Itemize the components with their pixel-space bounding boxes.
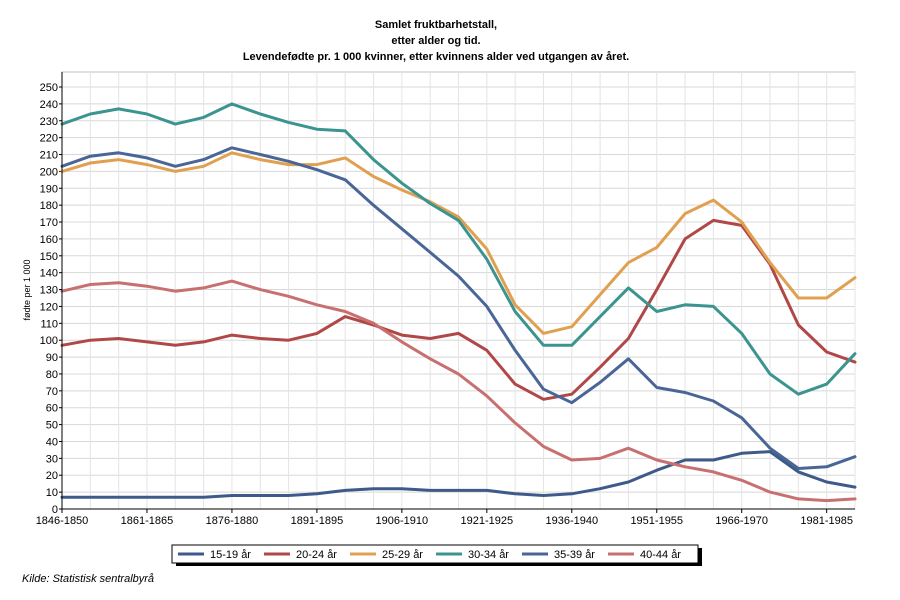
y-tick-label: 210 xyxy=(40,150,58,162)
legend-label: 15-19 år xyxy=(210,549,251,561)
series-lines xyxy=(60,102,857,503)
y-tick-label: 40 xyxy=(46,436,58,448)
series-line-0 xyxy=(60,450,857,499)
x-tick-label: 1936-1940 xyxy=(545,515,598,527)
y-tick-label: 50 xyxy=(46,420,58,432)
x-tick-label: 1981-1985 xyxy=(800,515,853,527)
y-tick-label: 150 xyxy=(40,251,58,263)
y-tick-label: 10 xyxy=(46,487,58,499)
y-tick-label: 20 xyxy=(46,470,58,482)
y-tick-label: 30 xyxy=(46,453,58,465)
legend-label: 25-29 år xyxy=(382,549,423,561)
legend-label: 40-44 år xyxy=(640,549,681,561)
y-tick-label: 200 xyxy=(40,166,58,178)
gridlines xyxy=(61,72,856,509)
series-line-4 xyxy=(60,146,857,470)
y-tick-label: 110 xyxy=(40,318,58,330)
legend: 15-19 år 20-24 år 25-29 år 30-34 år 35-39 år… xyxy=(171,544,702,566)
y-tick-label: 180 xyxy=(40,200,58,212)
series-line-1 xyxy=(60,218,857,401)
series-line-5 xyxy=(60,279,857,503)
y-tick-label: 120 xyxy=(40,301,58,313)
x-tick-label: 1891-1895 xyxy=(291,515,344,527)
y-tick-label: 60 xyxy=(46,403,58,415)
y-tick-label: 80 xyxy=(46,369,58,381)
series-line-3 xyxy=(60,102,857,396)
chart-title-line-3: Levendefødte pr. 1 000 kvinner, etter kv… xyxy=(243,51,629,63)
y-tick-label: 160 xyxy=(40,234,58,246)
x-tick-label: 1966-1970 xyxy=(715,515,768,527)
y-tick-label: 240 xyxy=(40,99,58,111)
legend-box xyxy=(171,544,699,564)
chart-title-line-2: etter alder og tid. xyxy=(391,35,480,47)
y-axis-label: fødte per 1 000 xyxy=(22,259,32,320)
y-tick-label: 230 xyxy=(40,116,58,128)
y-tick-label: 70 xyxy=(46,386,58,398)
legend-label: 30-34 år xyxy=(468,549,509,561)
x-tick-label: 1846-1850 xyxy=(36,515,89,527)
y-axis-ticks: 0 10 20 30 40 50 60 70 80 90 100 110 120 130 140 150 160… xyxy=(40,82,62,516)
series-line-2 xyxy=(60,151,857,335)
legend-label: 35-39 år xyxy=(554,549,595,561)
chart-title-line-1: Samlet fruktbarhetstall, xyxy=(375,19,497,31)
x-tick-label: 1951-1955 xyxy=(630,515,683,527)
x-tick-label: 1906-1910 xyxy=(376,515,429,527)
y-tick-label: 250 xyxy=(40,82,58,94)
y-tick-label: 140 xyxy=(40,268,58,280)
y-tick-label: 0 xyxy=(52,504,58,516)
y-tick-label: 190 xyxy=(40,183,58,195)
y-tick-label: 90 xyxy=(46,352,58,364)
x-axis-ticks: 1846-1850 1861-1865 1876-1880 1891-1895 1906… xyxy=(36,509,853,527)
legend-items: 15-19 år 20-24 år 25-29 år 30-34 år 35-39 år… xyxy=(178,549,681,561)
y-tick-label: 170 xyxy=(40,217,58,229)
x-tick-label: 1876-1880 xyxy=(206,515,259,527)
legend-label: 20-24 år xyxy=(296,549,337,561)
y-tick-label: 130 xyxy=(40,285,58,297)
x-tick-label: 1921-1925 xyxy=(461,515,514,527)
y-tick-label: 220 xyxy=(40,133,58,145)
chart-title: Samlet fruktbarhetstall, etter alder og … xyxy=(243,19,629,63)
source-note: Kilde: Statistisk sentralbyrå xyxy=(22,573,155,585)
x-tick-label: 1861-1865 xyxy=(121,515,174,527)
y-tick-label: 100 xyxy=(40,335,58,347)
